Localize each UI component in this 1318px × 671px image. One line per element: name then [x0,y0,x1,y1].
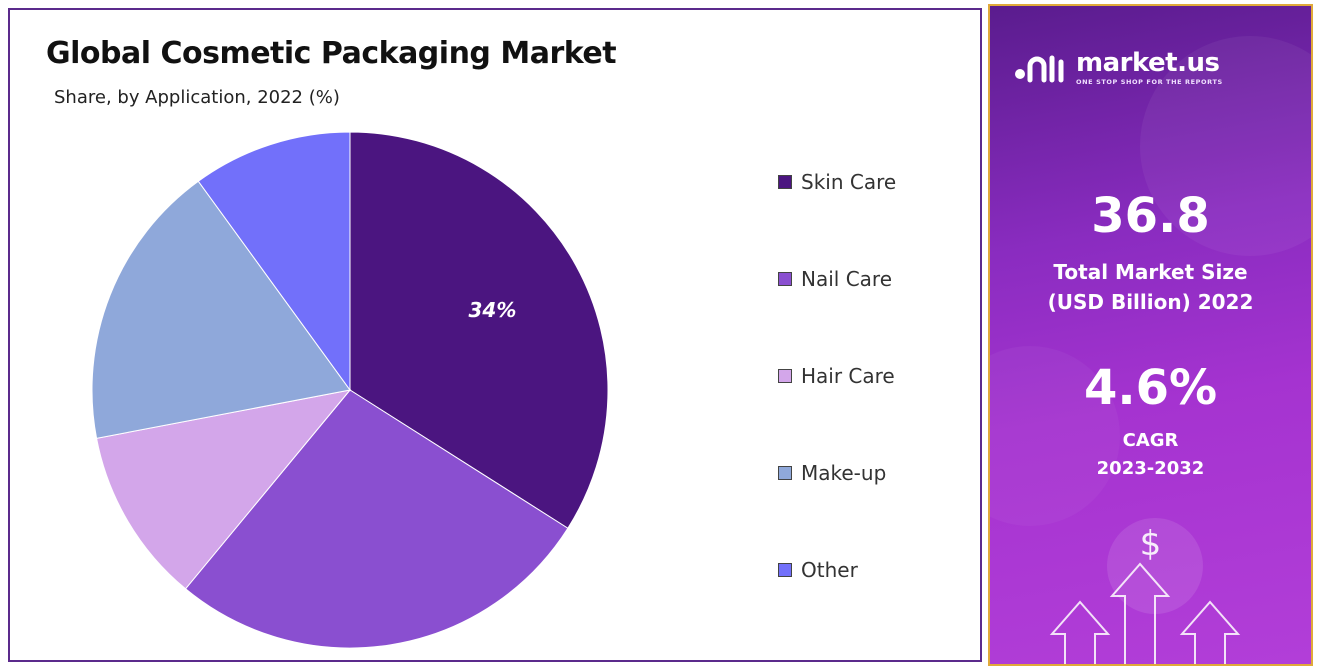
brand-tagline: ONE STOP SHOP FOR THE REPORTS [1076,78,1223,86]
legend-label: Hair Care [801,364,895,388]
legend-swatch [778,175,792,189]
legend-label: Other [801,558,858,582]
cagr-label: CAGR [1122,430,1179,451]
market-size-label-line2: (USD Billion) 2022 [1047,290,1254,314]
brand-name: market.us [1076,48,1220,78]
pie-slice-make-up [91,180,351,439]
pie-slice-skin-care [349,131,609,529]
pie-slice-hair-care [95,389,352,590]
legend-item: Hair Care [778,364,895,388]
brand-logo: market.us ONE STOP SHOP FOR THE REPORTS [1012,50,1223,86]
coin-icon [1107,518,1203,614]
legend-swatch [778,466,792,480]
legend-item: Skin Care [778,170,896,194]
legend-item: Other [778,558,858,582]
legend-label: Skin Care [801,170,897,194]
cagr-value: 4.6% [1083,360,1218,416]
legend-item: Make-up [778,461,886,485]
market-size-label-line1: Total Market Size [1053,260,1248,284]
dollar-icon: $ [1139,524,1162,564]
chart-title: Global Cosmetic Packaging Market [46,36,617,71]
pie-slice-other [197,131,351,392]
background-decoration [990,36,1311,664]
pie-slice-nail-care [184,389,569,649]
chart-subtitle: Share, by Application, 2022 (%) [54,87,340,108]
legend-swatch [778,563,792,577]
chart-panel: Global Cosmetic Packaging Market Share, … [8,8,982,662]
legend-label: Make-up [801,461,887,485]
legend-swatch [778,369,792,383]
data-label-skin-care: 34% [468,298,516,322]
market-us-logo-icon [1015,55,1064,83]
market-size-value: 36.8 [1091,188,1210,244]
growth-arrows-icon [1049,562,1241,664]
legend-label: Nail Care [801,267,892,291]
legend-swatch [778,272,792,286]
legend-item: Nail Care [778,267,892,291]
pie-chart: 34% [91,131,609,649]
cagr-period: 2023-2032 [1096,458,1205,479]
summary-panel: market.us ONE STOP SHOP FOR THE REPORTS … [988,4,1313,666]
